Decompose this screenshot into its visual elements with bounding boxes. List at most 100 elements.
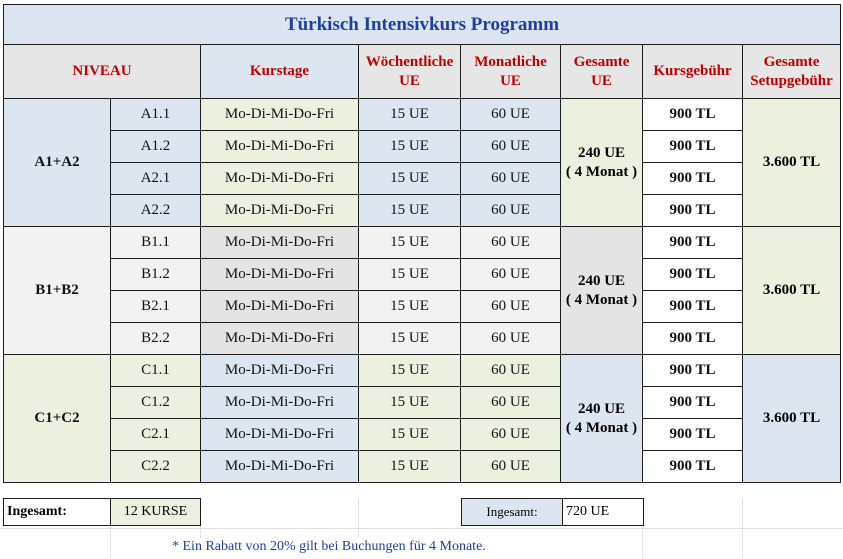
level-cell: B2.1 — [110, 290, 201, 323]
footer-total-label: Ingesamt: — [3, 498, 111, 526]
fee-cell: 900 TL — [642, 98, 743, 131]
header-course-fee: Kursgebühr — [642, 44, 743, 99]
level-cell: A2.1 — [110, 162, 201, 195]
table-row: C2.2 Mo-Di-Mi-Do-Fri 15 UE 60 UE 900 TL — [4, 450, 841, 483]
level-cell: C2.2 — [110, 450, 201, 483]
monthly-ue-cell: 60 UE — [460, 130, 561, 163]
level-cell: C1.1 — [110, 354, 201, 387]
fee-cell: 900 TL — [642, 226, 743, 259]
weekly-ue-cell: 15 UE — [358, 322, 461, 355]
footer-total-label-right: Ingesamt: — [461, 498, 563, 526]
weekly-ue-cell: 15 UE — [358, 258, 461, 291]
total-ue-value: 240 UE — [577, 400, 626, 417]
footer-total-ue: 720 UE — [562, 498, 644, 526]
header-setup-fee-line2: Setupgebühr — [750, 72, 833, 89]
days-cell: Mo-Di-Mi-Do-Fri — [200, 386, 359, 419]
total-ue-duration: ( 4 Monat ) — [565, 419, 638, 436]
table-row: C1+C2 C1.1 Mo-Di-Mi-Do-Fri 15 UE 60 UE 2… — [3, 354, 841, 483]
table-row: B2.1 Mo-Di-Mi-Do-Fri 15 UE 60 UE 900 TL — [4, 290, 841, 323]
table-row: A2.2 Mo-Di-Mi-Do-Fri 15 UE 60 UE 900 TL — [4, 194, 841, 227]
weekly-ue-cell: 15 UE — [358, 130, 461, 163]
level-cell: B2.2 — [110, 322, 201, 355]
header-monthly-ue-line1: Monatliche — [474, 53, 547, 70]
fee-cell: 900 TL — [642, 450, 743, 483]
header-setup-fee: Gesamte Setupgebühr — [742, 44, 841, 99]
fee-cell: 900 TL — [642, 354, 743, 387]
header-monthly-ue: Monatliche UE — [460, 44, 561, 99]
footer-courses-count: 12 KURSE — [110, 498, 201, 526]
header-total-ue-line2: UE — [591, 72, 612, 89]
header-niveau: NIVEAU — [3, 44, 201, 99]
level-cell: A1.2 — [110, 130, 201, 163]
days-cell: Mo-Di-Mi-Do-Fri — [200, 450, 359, 483]
table-row: A2.1 Mo-Di-Mi-Do-Fri 15 UE 60 UE 900 TL — [4, 162, 841, 195]
monthly-ue-cell: 60 UE — [460, 98, 561, 131]
setup-fee-cell: 3.600 TL — [742, 354, 841, 483]
days-cell: Mo-Di-Mi-Do-Fri — [200, 194, 359, 227]
gridline — [0, 528, 843, 529]
monthly-ue-cell: 60 UE — [460, 322, 561, 355]
monthly-ue-cell: 60 UE — [460, 418, 561, 451]
days-cell: Mo-Di-Mi-Do-Fri — [200, 98, 359, 131]
level-cell: B1.1 — [110, 226, 201, 259]
total-ue-cell: 240 UE ( 4 Monat ) — [560, 354, 643, 483]
monthly-ue-cell: 60 UE — [460, 162, 561, 195]
fee-cell: 900 TL — [642, 130, 743, 163]
gridline — [358, 498, 359, 538]
weekly-ue-cell: 15 UE — [358, 226, 461, 259]
weekly-ue-cell: 15 UE — [358, 354, 461, 387]
level-cell: B1.2 — [110, 258, 201, 291]
table-row: B2.2 Mo-Di-Mi-Do-Fri 15 UE 60 UE 900 TL — [4, 322, 841, 355]
weekly-ue-cell: 15 UE — [358, 98, 461, 131]
niveau-cell: B1+B2 — [3, 226, 111, 355]
monthly-ue-cell: 60 UE — [460, 258, 561, 291]
days-cell: Mo-Di-Mi-Do-Fri — [200, 258, 359, 291]
gridline — [642, 498, 643, 559]
table-row: A1.2 Mo-Di-Mi-Do-Fri 15 UE 60 UE 900 TL — [4, 130, 841, 163]
gridline — [110, 498, 111, 559]
weekly-ue-cell: 15 UE — [358, 450, 461, 483]
monthly-ue-cell: 60 UE — [460, 450, 561, 483]
header-weekly-ue: Wöchentliche UE — [358, 44, 461, 99]
header-weekly-ue-line1: Wöchentliche — [365, 53, 454, 70]
total-ue-value: 240 UE — [577, 144, 626, 161]
table-row: A1+A2 A1.1 Mo-Di-Mi-Do-Fri 15 UE 60 UE 2… — [3, 98, 841, 227]
program-table: Türkisch Intensivkurs Programm NIVEAU Ku… — [3, 4, 841, 483]
table-row: B1+B2 B1.1 Mo-Di-Mi-Do-Fri 15 UE 60 UE 2… — [3, 226, 841, 355]
table-row: C1.2 Mo-Di-Mi-Do-Fri 15 UE 60 UE 900 TL — [4, 386, 841, 419]
fee-cell: 900 TL — [642, 290, 743, 323]
days-cell: Mo-Di-Mi-Do-Fri — [200, 322, 359, 355]
level-cell: A1.1 — [110, 98, 201, 131]
days-cell: Mo-Di-Mi-Do-Fri — [200, 290, 359, 323]
days-cell: Mo-Di-Mi-Do-Fri — [200, 226, 359, 259]
header-kurstage: Kurstage — [200, 44, 359, 99]
header-row: NIVEAU Kurstage Wöchentliche UE Monatlic… — [3, 44, 841, 99]
total-ue-duration: ( 4 Monat ) — [565, 163, 638, 180]
monthly-ue-cell: 60 UE — [460, 290, 561, 323]
total-ue-cell: 240 UE ( 4 Monat ) — [560, 226, 643, 355]
total-ue-value: 240 UE — [577, 272, 626, 289]
days-cell: Mo-Di-Mi-Do-Fri — [200, 354, 359, 387]
monthly-ue-cell: 60 UE — [460, 194, 561, 227]
fee-cell: 900 TL — [642, 418, 743, 451]
header-setup-fee-line1: Gesamte — [763, 53, 820, 70]
fee-cell: 900 TL — [642, 322, 743, 355]
setup-fee-cell: 3.600 TL — [742, 226, 841, 355]
header-monthly-ue-line2: UE — [500, 72, 521, 89]
fee-cell: 900 TL — [642, 162, 743, 195]
days-cell: Mo-Di-Mi-Do-Fri — [200, 130, 359, 163]
table-title: Türkisch Intensivkurs Programm — [3, 4, 841, 45]
weekly-ue-cell: 15 UE — [358, 194, 461, 227]
weekly-ue-cell: 15 UE — [358, 386, 461, 419]
total-ue-cell: 240 UE ( 4 Monat ) — [560, 98, 643, 227]
level-cell: A2.2 — [110, 194, 201, 227]
niveau-cell: A1+A2 — [3, 98, 111, 227]
table-row: C2.1 Mo-Di-Mi-Do-Fri 15 UE 60 UE 900 TL — [4, 418, 841, 451]
days-cell: Mo-Di-Mi-Do-Fri — [200, 418, 359, 451]
gridline — [742, 498, 743, 559]
fee-cell: 900 TL — [642, 194, 743, 227]
header-total-ue: Gesamte UE — [560, 44, 643, 99]
monthly-ue-cell: 60 UE — [460, 226, 561, 259]
table-row: B1.2 Mo-Di-Mi-Do-Fri 15 UE 60 UE 900 TL — [4, 258, 841, 291]
monthly-ue-cell: 60 UE — [460, 386, 561, 419]
